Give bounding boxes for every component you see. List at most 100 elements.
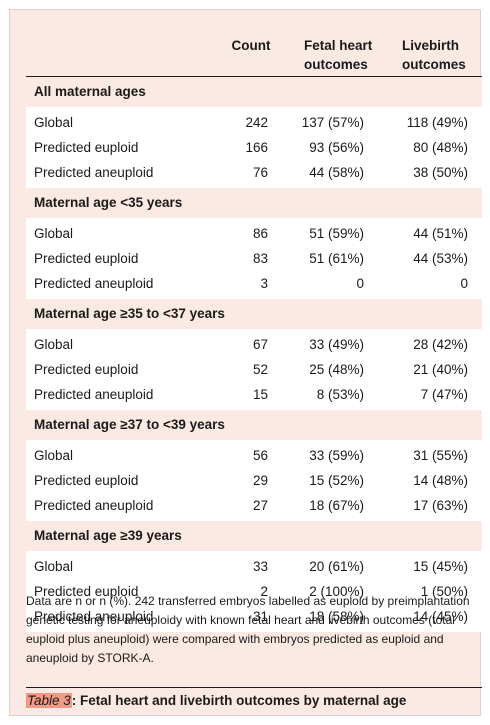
row-livebirth: 118 (49%) <box>388 106 482 135</box>
section-title: All maternal ages <box>26 76 482 107</box>
section-header-row: Maternal age ≥39 years <box>26 520 482 551</box>
row-livebirth: 7 (47%) <box>388 381 482 410</box>
row-livebirth: 14 (45%) <box>388 603 482 632</box>
row-fetal-heart: 20 (61%) <box>284 550 388 579</box>
row-fetal-heart: 2 (100%) <box>284 578 388 604</box>
row-label: Predicted aneuploid <box>26 492 218 521</box>
table-row: Global 67 33 (49%) 28 (42%) <box>26 328 482 357</box>
row-label: Predicted aneuploid <box>26 159 218 188</box>
row-livebirth: 31 (55%) <box>388 439 482 468</box>
row-livebirth: 44 (53%) <box>388 245 482 271</box>
row-livebirth: 80 (48%) <box>388 134 482 160</box>
row-label: Predicted euploid <box>26 356 218 382</box>
row-fetal-heart: 137 (57%) <box>284 106 388 135</box>
row-count: 3 <box>218 270 284 299</box>
row-livebirth: 0 <box>388 270 482 299</box>
caption-divider <box>26 687 482 688</box>
table-row: Predicted euploid 166 93 (56%) 80 (48%) <box>26 134 482 160</box>
row-count: 166 <box>218 134 284 160</box>
header-live-line2: outcomes <box>402 57 466 72</box>
row-fetal-heart: 51 (61%) <box>284 245 388 271</box>
row-fetal-heart: 8 (53%) <box>284 381 388 410</box>
table-row: Global 56 33 (59%) 31 (55%) <box>26 439 482 468</box>
row-fetal-heart: 18 (67%) <box>284 492 388 521</box>
header-livebirth: Livebirth outcomes <box>388 22 482 76</box>
table-row: Predicted aneuploid 15 8 (53%) 7 (47%) <box>26 381 482 410</box>
table-row: Predicted aneuploid 27 18 (67%) 17 (63%) <box>26 492 482 521</box>
table-container: Count Fetal heart outcomes Livebirth out… <box>26 22 482 632</box>
section-title: Maternal age ≥37 to <39 years <box>26 409 482 440</box>
table-row: Predicted euploid 83 51 (61%) 44 (53%) <box>26 245 482 271</box>
row-count: 2 <box>218 578 284 604</box>
row-label: Predicted aneuploid <box>26 381 218 410</box>
row-count: 67 <box>218 328 284 357</box>
row-fetal-heart: 15 (52%) <box>284 467 388 493</box>
section-title: Maternal age ≥35 to <37 years <box>26 298 482 329</box>
row-fetal-heart: 33 (59%) <box>284 439 388 468</box>
row-livebirth: 38 (50%) <box>388 159 482 188</box>
row-count: 56 <box>218 439 284 468</box>
table-row: Global 242 137 (57%) 118 (49%) <box>26 106 482 135</box>
row-livebirth: 15 (45%) <box>388 550 482 579</box>
header-fetal-heart: Fetal heart outcomes <box>284 22 388 76</box>
row-fetal-heart: 0 <box>284 270 388 299</box>
row-count: 52 <box>218 356 284 382</box>
row-label: Global <box>26 328 218 357</box>
row-livebirth: 21 (40%) <box>388 356 482 382</box>
row-label: Predicted euploid <box>26 134 218 160</box>
header-count: Count <box>231 38 271 53</box>
table-number-tag: Table 3 <box>26 693 72 708</box>
table-caption: Table 3: Fetal heart and livebirth outco… <box>26 691 482 711</box>
row-label: Predicted euploid <box>26 578 218 604</box>
row-label: Global <box>26 550 218 579</box>
row-fetal-heart: 25 (48%) <box>284 356 388 382</box>
table-row: Global 86 51 (59%) 44 (51%) <box>26 217 482 246</box>
table-row: Predicted aneuploid 31 18 (58%) 14 (45%) <box>26 603 482 632</box>
outcomes-table: Count Fetal heart outcomes Livebirth out… <box>26 22 482 632</box>
table-row: Global 33 20 (61%) 15 (45%) <box>26 550 482 579</box>
section-title: Maternal age <35 years <box>26 187 482 218</box>
row-label: Predicted euploid <box>26 245 218 271</box>
row-label: Global <box>26 217 218 246</box>
row-livebirth: 17 (63%) <box>388 492 482 521</box>
row-livebirth: 1 (50%) <box>388 578 482 604</box>
row-fetal-heart: 93 (56%) <box>284 134 388 160</box>
row-label: Predicted euploid <box>26 467 218 493</box>
row-label: Predicted aneuploid <box>26 270 218 299</box>
row-fetal-heart: 44 (58%) <box>284 159 388 188</box>
section-title: Maternal age ≥39 years <box>26 520 482 551</box>
row-label: Global <box>26 439 218 468</box>
table-row: Predicted aneuploid 3 0 0 <box>26 270 482 299</box>
row-label: Predicted aneuploid <box>26 603 218 632</box>
row-livebirth: 14 (48%) <box>388 467 482 493</box>
header-label <box>26 22 218 76</box>
section-header-row: Maternal age ≥35 to <37 years <box>26 298 482 329</box>
table-row: Predicted aneuploid 76 44 (58%) 38 (50%) <box>26 159 482 188</box>
table-row: Predicted euploid 2 2 (100%) 1 (50%) <box>26 578 482 604</box>
row-count: 15 <box>218 381 284 410</box>
caption-text: : Fetal heart and livebirth outcomes by … <box>71 693 407 708</box>
header-row: Count Fetal heart outcomes Livebirth out… <box>26 22 482 76</box>
row-count: 242 <box>218 106 284 135</box>
table-panel: Count Fetal heart outcomes Livebirth out… <box>9 9 482 716</box>
section-header-row: Maternal age ≥37 to <39 years <box>26 409 482 440</box>
table-footnote: Data are n or n (%). 242 transferred emb… <box>26 594 470 665</box>
row-count: 76 <box>218 159 284 188</box>
row-fetal-heart: 33 (49%) <box>284 328 388 357</box>
header-live-line1: Livebirth <box>402 38 460 53</box>
row-count: 83 <box>218 245 284 271</box>
row-count: 33 <box>218 550 284 579</box>
section-header-row: All maternal ages <box>26 76 482 107</box>
row-count: 29 <box>218 467 284 493</box>
row-fetal-heart: 51 (59%) <box>284 217 388 246</box>
section-header-row: Maternal age <35 years <box>26 187 482 218</box>
row-livebirth: 44 (51%) <box>388 217 482 246</box>
row-count: 27 <box>218 492 284 521</box>
row-fetal-heart: 18 (58%) <box>284 603 388 632</box>
table-row: Predicted euploid 29 15 (52%) 14 (48%) <box>26 467 482 493</box>
table-body: All maternal ages Global 242 137 (57%) 118 (… <box>26 76 482 632</box>
table-row: Predicted euploid 52 25 (48%) 21 (40%) <box>26 356 482 382</box>
row-label: Global <box>26 106 218 135</box>
header-fetal-line2: outcomes <box>304 57 368 72</box>
row-livebirth: 28 (42%) <box>388 328 482 357</box>
